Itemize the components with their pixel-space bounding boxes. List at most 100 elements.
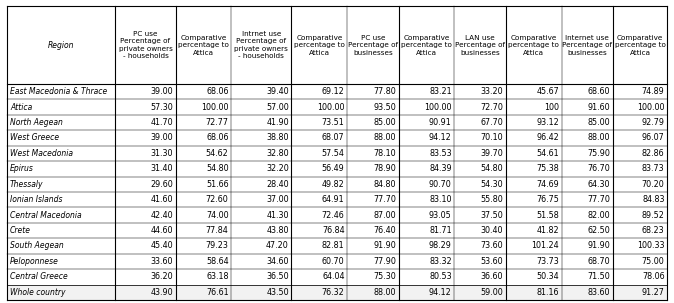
Text: Attica: Attica xyxy=(10,103,32,112)
Text: 41.60: 41.60 xyxy=(150,195,173,204)
Text: 41.90: 41.90 xyxy=(266,118,288,127)
Text: 92.79: 92.79 xyxy=(642,118,665,127)
Text: Comparative
percentage to
Attica: Comparative percentage to Attica xyxy=(401,35,452,55)
Text: 94.12: 94.12 xyxy=(429,133,452,142)
Text: 28.40: 28.40 xyxy=(266,180,288,189)
Text: 81.16: 81.16 xyxy=(537,288,559,297)
Text: 38.80: 38.80 xyxy=(266,133,288,142)
Text: 68.70: 68.70 xyxy=(588,257,610,266)
Text: 100.00: 100.00 xyxy=(201,103,228,112)
Text: 36.60: 36.60 xyxy=(481,272,503,281)
Text: 43.80: 43.80 xyxy=(266,226,288,235)
Text: 39.40: 39.40 xyxy=(266,87,288,96)
Text: 75.00: 75.00 xyxy=(642,257,665,266)
Text: 63.18: 63.18 xyxy=(206,272,228,281)
Text: 77.70: 77.70 xyxy=(587,195,610,204)
Text: LAN use
Percentage of
businesses: LAN use Percentage of businesses xyxy=(455,35,505,55)
Text: 88.00: 88.00 xyxy=(373,288,396,297)
Text: Crete: Crete xyxy=(10,226,31,235)
Text: Central Macedonia: Central Macedonia xyxy=(10,211,82,220)
Text: 74.69: 74.69 xyxy=(536,180,559,189)
Text: 71.50: 71.50 xyxy=(588,272,610,281)
Text: 100.00: 100.00 xyxy=(424,103,452,112)
Text: 74.89: 74.89 xyxy=(642,87,665,96)
Text: 96.07: 96.07 xyxy=(642,133,665,142)
Text: 77.70: 77.70 xyxy=(373,195,396,204)
Text: Internet use
Percentage of
businesses: Internet use Percentage of businesses xyxy=(562,35,612,55)
Text: 37.00: 37.00 xyxy=(266,195,288,204)
Text: 77.84: 77.84 xyxy=(206,226,228,235)
Text: 31.40: 31.40 xyxy=(150,164,173,173)
Text: 44.60: 44.60 xyxy=(150,226,173,235)
Text: 73.73: 73.73 xyxy=(536,257,559,266)
Text: 42.40: 42.40 xyxy=(150,211,173,220)
Text: 70.20: 70.20 xyxy=(642,180,665,189)
Text: 41.70: 41.70 xyxy=(150,118,173,127)
Text: 75.30: 75.30 xyxy=(373,272,396,281)
Text: 60.70: 60.70 xyxy=(322,257,344,266)
Text: West Greece: West Greece xyxy=(10,133,59,142)
Text: 74.00: 74.00 xyxy=(206,211,228,220)
Text: 76.61: 76.61 xyxy=(206,288,228,297)
Text: 64.91: 64.91 xyxy=(322,195,344,204)
Text: 54.30: 54.30 xyxy=(481,180,503,189)
Text: 93.05: 93.05 xyxy=(429,211,452,220)
Text: 47.20: 47.20 xyxy=(266,241,288,251)
Text: 67.70: 67.70 xyxy=(481,118,503,127)
Text: 50.34: 50.34 xyxy=(537,272,559,281)
Text: West Macedonia: West Macedonia xyxy=(10,149,73,158)
Text: 39.00: 39.00 xyxy=(150,87,173,96)
Text: Ionian Islands: Ionian Islands xyxy=(10,195,63,204)
Text: 57.00: 57.00 xyxy=(266,103,288,112)
Text: Comparative
percentage to
Attica: Comparative percentage to Attica xyxy=(508,35,559,55)
Text: 81.71: 81.71 xyxy=(429,226,452,235)
Text: 100.33: 100.33 xyxy=(637,241,665,251)
Text: 43.90: 43.90 xyxy=(150,288,173,297)
Text: 96.42: 96.42 xyxy=(536,133,559,142)
Text: 70.10: 70.10 xyxy=(481,133,503,142)
Text: 54.61: 54.61 xyxy=(537,149,559,158)
Text: 84.83: 84.83 xyxy=(642,195,665,204)
Text: 68.06: 68.06 xyxy=(206,87,228,96)
Text: 76.40: 76.40 xyxy=(373,226,396,235)
Text: 75.90: 75.90 xyxy=(587,149,610,158)
Text: 72.60: 72.60 xyxy=(206,195,228,204)
Text: 83.10: 83.10 xyxy=(429,195,452,204)
Text: 33.20: 33.20 xyxy=(481,87,503,96)
Text: North Aegean: North Aegean xyxy=(10,118,63,127)
Text: 51.58: 51.58 xyxy=(536,211,559,220)
Text: East Macedonia & Thrace: East Macedonia & Thrace xyxy=(10,87,107,96)
Text: 98.29: 98.29 xyxy=(429,241,452,251)
Text: 73.51: 73.51 xyxy=(321,118,344,127)
Text: 83.73: 83.73 xyxy=(642,164,665,173)
Text: 91.27: 91.27 xyxy=(642,288,665,297)
Text: 43.50: 43.50 xyxy=(266,288,288,297)
Text: 101.24: 101.24 xyxy=(531,241,559,251)
Text: 49.82: 49.82 xyxy=(321,180,344,189)
Text: 45.67: 45.67 xyxy=(536,87,559,96)
Text: 94.12: 94.12 xyxy=(429,288,452,297)
Text: 90.70: 90.70 xyxy=(429,180,452,189)
Text: 78.06: 78.06 xyxy=(642,272,665,281)
Text: 79.23: 79.23 xyxy=(206,241,228,251)
Text: 68.07: 68.07 xyxy=(322,133,344,142)
Text: 54.80: 54.80 xyxy=(206,164,228,173)
Text: 34.60: 34.60 xyxy=(266,257,288,266)
Text: 85.00: 85.00 xyxy=(588,118,610,127)
Text: 33.60: 33.60 xyxy=(150,257,173,266)
Text: 41.30: 41.30 xyxy=(266,211,288,220)
Text: 76.84: 76.84 xyxy=(322,226,344,235)
Text: 84.80: 84.80 xyxy=(373,180,396,189)
Text: 53.60: 53.60 xyxy=(481,257,503,266)
Text: 76.32: 76.32 xyxy=(321,288,344,297)
Text: 91.90: 91.90 xyxy=(373,241,396,251)
Text: 83.21: 83.21 xyxy=(429,87,452,96)
Text: 36.50: 36.50 xyxy=(266,272,288,281)
Text: 100: 100 xyxy=(544,103,559,112)
Text: 77.90: 77.90 xyxy=(373,257,396,266)
Text: 58.64: 58.64 xyxy=(206,257,228,266)
Text: 69.12: 69.12 xyxy=(321,87,344,96)
Text: 93.12: 93.12 xyxy=(536,118,559,127)
Text: 82.81: 82.81 xyxy=(322,241,344,251)
Text: Comparative
percentage to
Attica: Comparative percentage to Attica xyxy=(615,35,665,55)
